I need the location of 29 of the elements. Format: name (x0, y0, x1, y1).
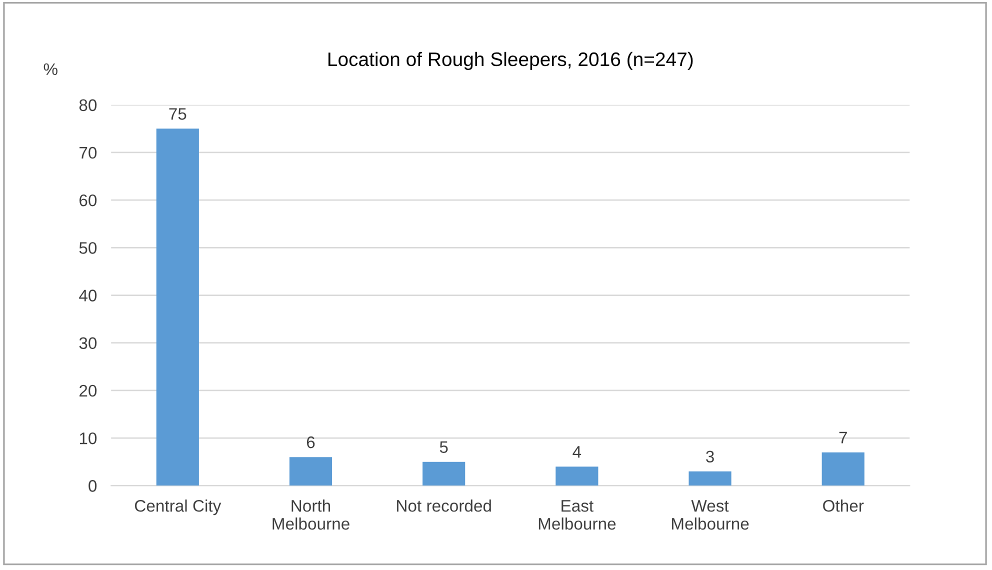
x-tick-label: North Melbourne (272, 500, 350, 530)
y-tick-label: 0 (88, 480, 97, 492)
bar (289, 457, 332, 486)
y-tick-label: 80 (79, 99, 97, 112)
x-tick-label: East Melbourne (538, 500, 616, 530)
y-tick-label: 70 (80, 146, 97, 159)
x-tick-label: West Melbourne (672, 500, 749, 530)
x-tick-label: Not recorded (397, 500, 491, 512)
x-tick-label: Central City (134, 500, 222, 516)
bar (822, 452, 864, 486)
y-axis-title: % (44, 63, 58, 76)
chart-title: Location of Rough Sleepers, 2016 (n=247) (328, 52, 693, 70)
bar (422, 462, 466, 486)
data-label: 75 (169, 108, 186, 120)
y-tick-label: 60 (80, 194, 97, 206)
y-tick-label: 10 (80, 432, 97, 444)
data-label: 3 (706, 450, 714, 463)
y-tick-label: 50 (79, 242, 97, 254)
bar (156, 128, 199, 486)
data-label: 5 (440, 441, 448, 453)
bar (556, 466, 598, 486)
y-tick-label: 40 (79, 290, 97, 302)
data-label: 6 (306, 436, 315, 448)
y-tick-label: 30 (79, 337, 97, 350)
data-label: 4 (572, 446, 582, 458)
bar (688, 471, 732, 486)
y-tick-label: 20 (80, 384, 97, 397)
data-label: 7 (839, 432, 847, 444)
x-tick-label: Other (823, 500, 864, 512)
